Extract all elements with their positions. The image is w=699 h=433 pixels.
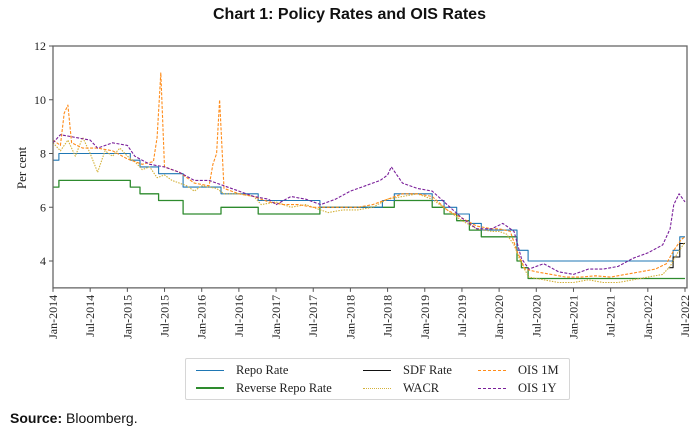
x-tick-label: Jul-2016 [232, 295, 246, 337]
source-text: Bloomberg. [66, 410, 138, 426]
y-tick-label: 6 [40, 200, 46, 214]
x-tick-label: Jul-2017 [306, 295, 320, 337]
y-tick-label: 8 [40, 147, 46, 161]
legend-item-repo-rate: Repo Rate [196, 362, 288, 378]
legend-label: WACR [403, 380, 440, 395]
axes-layer: 4 6 8 10 12 Jan-2014 Jul-2014 Jan-2015 Jul-2015 J… [34, 39, 692, 339]
legend: Repo Rate Reverse Repo Rate SDF Rate WAC… [185, 358, 570, 400]
x-tick-label: Jan-2019 [418, 295, 432, 339]
legend-swatch-sdf-rate [363, 369, 391, 371]
x-tick-label: Jul-2014 [83, 295, 97, 337]
x-tick-label: Jan-2018 [343, 295, 357, 339]
x-tick-label: Jan-2014 [46, 295, 60, 339]
x-tick-label: Jan-2020 [492, 295, 506, 339]
x-tick-label: Jan-2017 [269, 295, 283, 339]
chart-title: Chart 1: Policy Rates and OIS Rates [213, 6, 486, 23]
x-tick-label: Jan-2015 [120, 295, 134, 339]
legend-label: SDF Rate [403, 362, 452, 377]
x-tick-label: Jul-2022 [678, 295, 692, 337]
legend-swatch-wacr [363, 387, 391, 389]
legend-item-ois-1y: OIS 1Y [478, 380, 557, 396]
x-tick-label: Jul-2015 [158, 295, 172, 337]
x-tick-label: Jan-2016 [195, 295, 209, 339]
legend-label: Repo Rate [236, 362, 289, 377]
legend-swatch-ois-1y [478, 387, 506, 389]
legend-label: Reverse Repo Rate [236, 380, 332, 395]
legend-swatch-reverse-repo-rate [196, 387, 224, 389]
legend-label: OIS 1M [518, 362, 559, 377]
legend-swatch-ois-1m [478, 369, 506, 371]
source-label: Source: [10, 410, 63, 426]
x-tick-label: Jul-2019 [455, 295, 469, 337]
series-layer [52, 72, 686, 284]
legend-label: OIS 1Y [518, 380, 557, 395]
legend-swatch-repo-rate [196, 369, 224, 371]
series-line-repo-rate [53, 152, 685, 262]
series-line-reverse-repo-rate [53, 179, 685, 280]
x-tick-label: Jul-2018 [381, 295, 395, 337]
series-line-ois-1m [52, 72, 686, 278]
y-tick-label: 10 [34, 93, 46, 107]
source-note: Source: Bloomberg. [10, 410, 138, 426]
plot-frame [52, 45, 688, 289]
y-axis-label: Per cent [14, 146, 29, 189]
series-line-ois-1y [52, 134, 686, 275]
legend-item-sdf-rate: SDF Rate [363, 362, 452, 378]
x-tick-label: Jul-2021 [604, 295, 618, 337]
legend-item-wacr: WACR [363, 380, 439, 396]
y-tick-label: 12 [34, 39, 46, 53]
legend-item-ois-1m: OIS 1M [478, 362, 559, 378]
x-tick-label: Jan-2022 [641, 295, 655, 339]
series-line-sdf-rate [668, 242, 685, 269]
x-tick-label: Jul-2020 [529, 295, 543, 337]
legend-item-reverse-repo-rate: Reverse Repo Rate [196, 380, 332, 396]
x-tick-label: Jan-2021 [566, 295, 580, 339]
y-tick-label: 4 [40, 254, 46, 268]
series-line-wacr [52, 136, 686, 284]
